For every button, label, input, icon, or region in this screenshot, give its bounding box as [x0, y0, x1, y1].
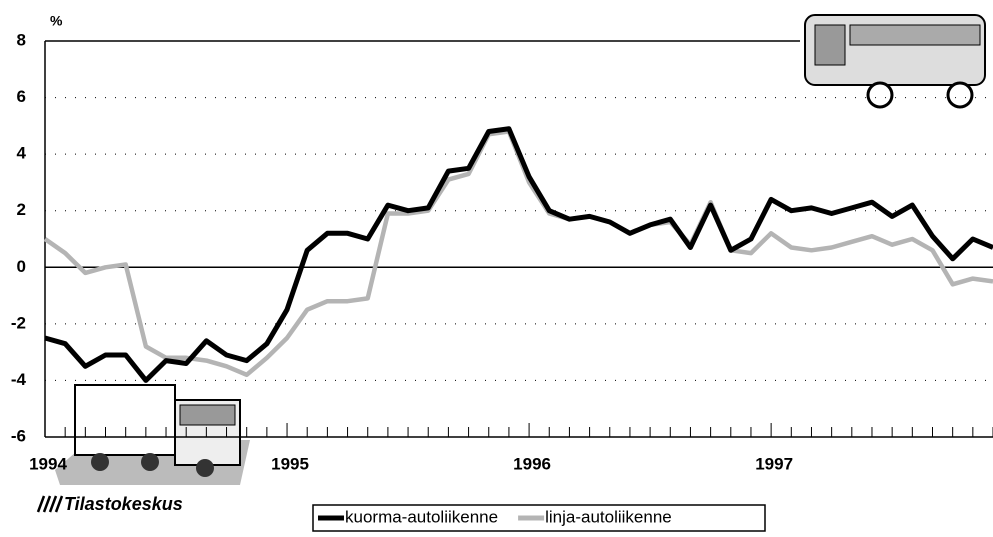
y-tick-label: 4: [17, 144, 27, 163]
truck-illustration: [55, 385, 250, 485]
y-tick-label: 8: [17, 30, 26, 49]
x-tick-label: 1997: [755, 454, 793, 473]
x-tick-label: 1996: [513, 454, 551, 473]
x-tick-label: 1995: [271, 454, 309, 473]
brand: Tilastokeskus: [38, 494, 183, 514]
y-axis-label: %: [50, 13, 63, 29]
chart: % Tilastokeskus 8 6 4 2 0 -2 -4 -61994 1995 1996 1…: [0, 0, 993, 532]
y-tick-label: 0: [17, 257, 26, 276]
y-tick-label: -4: [11, 370, 27, 389]
y-tick-label: 6: [17, 87, 26, 106]
bus-illustration: [805, 15, 985, 107]
y-tick-label: -6: [11, 426, 26, 445]
legend-label: kuorma-autoliikenne: [345, 507, 498, 526]
legend-label: linja-autoliikenne: [545, 507, 672, 526]
brand-name: Tilastokeskus: [64, 494, 183, 514]
y-tick-label: 2: [17, 200, 26, 219]
line-series: [45, 129, 993, 381]
line-series: [45, 132, 993, 375]
y-tick-label: -2: [11, 313, 26, 332]
x-tick-label: 1994: [29, 454, 67, 473]
page: {"chart_data": {"type": "line", "y_label…: [0, 0, 993, 537]
